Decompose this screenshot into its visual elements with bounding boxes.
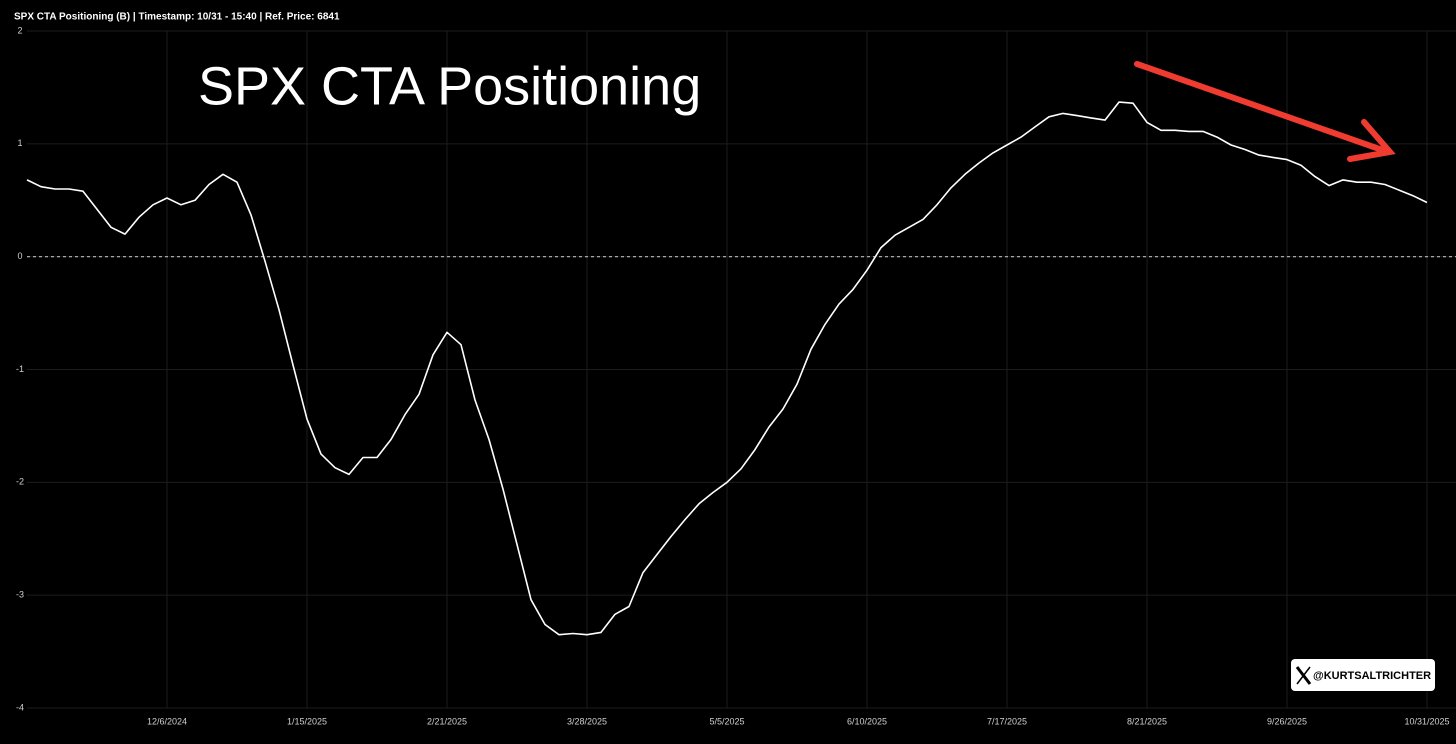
data-line xyxy=(26,101,1428,636)
y-tick-label: 0 xyxy=(17,251,22,261)
chart-title: SPX CTA Positioning xyxy=(198,56,701,116)
y-tick-label: -1 xyxy=(16,364,24,374)
x-tick-label: 8/21/2025 xyxy=(1127,716,1167,726)
arrow-shaft xyxy=(1134,61,1391,155)
watermark: @KURTSALTRICHTER xyxy=(1291,659,1435,691)
x-logo xyxy=(1296,666,1311,685)
y-tick-label: 2 xyxy=(17,25,22,35)
x-tick-label: 5/5/2025 xyxy=(709,716,744,726)
x-tick-label: 10/31/2025 xyxy=(1404,716,1449,726)
x-tick-label: 6/10/2025 xyxy=(847,716,887,726)
y-tick-label: -4 xyxy=(16,702,24,712)
y-tick-label: 1 xyxy=(17,138,22,148)
chart-header: SPX CTA Positioning (B) | Timestamp: 10/… xyxy=(14,12,340,23)
x-tick-label: 3/28/2025 xyxy=(567,716,607,726)
arrow xyxy=(1134,61,1396,162)
x-tick-label: 1/15/2025 xyxy=(287,716,327,726)
x-tick-label: 12/6/2024 xyxy=(147,716,187,726)
y-tick-label: -3 xyxy=(16,590,24,600)
x-tick-label: 2/21/2025 xyxy=(427,716,467,726)
x-tick-label: 7/17/2025 xyxy=(987,716,1027,726)
watermark-box xyxy=(1291,659,1435,691)
x-tick-label: 9/26/2025 xyxy=(1267,716,1307,726)
arrow-head xyxy=(1347,119,1396,162)
watermark-text: @KURTSALTRICHTER xyxy=(1313,670,1431,682)
y-tick-label: -2 xyxy=(16,477,24,487)
